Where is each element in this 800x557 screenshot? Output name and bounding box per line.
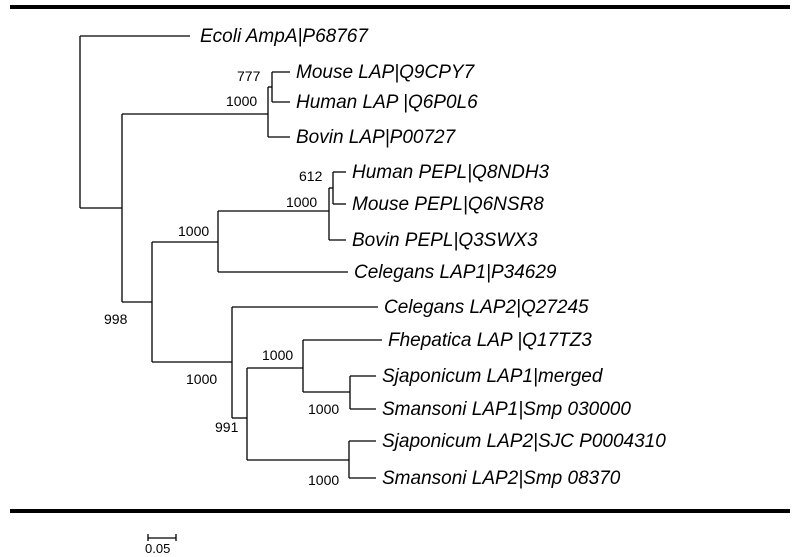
taxon-label: Mouse PEPL|Q6NSR8 [352,194,544,215]
bootstrap-value: 1000 [262,347,293,363]
bootstrap-value: 1000 [308,401,339,417]
taxon-label: Human PEPL|Q8NDH3 [352,162,550,183]
bootstrap-value: 777 [237,68,261,84]
bootstrap-value: 998 [104,311,128,327]
taxon-label: Bovin LAP|P00727 [296,127,457,148]
taxon-label: Celegans LAP1|P34629 [354,262,557,283]
taxon-label: Sjaponicum LAP2|SJC P0004310 [382,431,666,452]
bootstrap-value: 991 [215,419,239,435]
bootstrap-value: 1000 [308,472,339,488]
bootstrap-value: 1000 [186,371,217,387]
scale-bar-line [147,534,177,541]
bootstrap-values: 777 1000 612 1000 1000 998 1000 1000 100… [104,68,339,488]
scale-bar-label: 0.05 [145,541,170,556]
taxon-label: Ecoli AmpA|P68767 [200,26,369,47]
taxon-label: Bovin PEPL|Q3SWX3 [352,230,538,251]
bootstrap-value: 1000 [286,194,317,210]
bootstrap-value: 1000 [226,93,257,109]
taxon-label: Mouse LAP|Q9CPY7 [296,62,476,83]
taxon-label: Celegans LAP2|Q27245 [384,297,589,318]
taxon-label: Smansoni LAP2|Smp 08370 [382,468,621,489]
bootstrap-value: 612 [299,168,323,184]
taxon-label: Fhepatica LAP |Q17TZ3 [388,330,592,351]
taxon-label: Smansoni LAP1|Smp 030000 [382,399,631,420]
scale-bar: 0.05 [145,534,177,556]
tree-branches [79,35,382,479]
taxon-labels: Ecoli AmpA|P68767 Mouse LAP|Q9CPY7 Human… [200,26,666,489]
bootstrap-value: 1000 [178,223,209,239]
taxon-label: Sjaponicum LAP1|merged [382,366,604,387]
taxon-label: Human LAP |Q6P0L6 [296,92,478,113]
